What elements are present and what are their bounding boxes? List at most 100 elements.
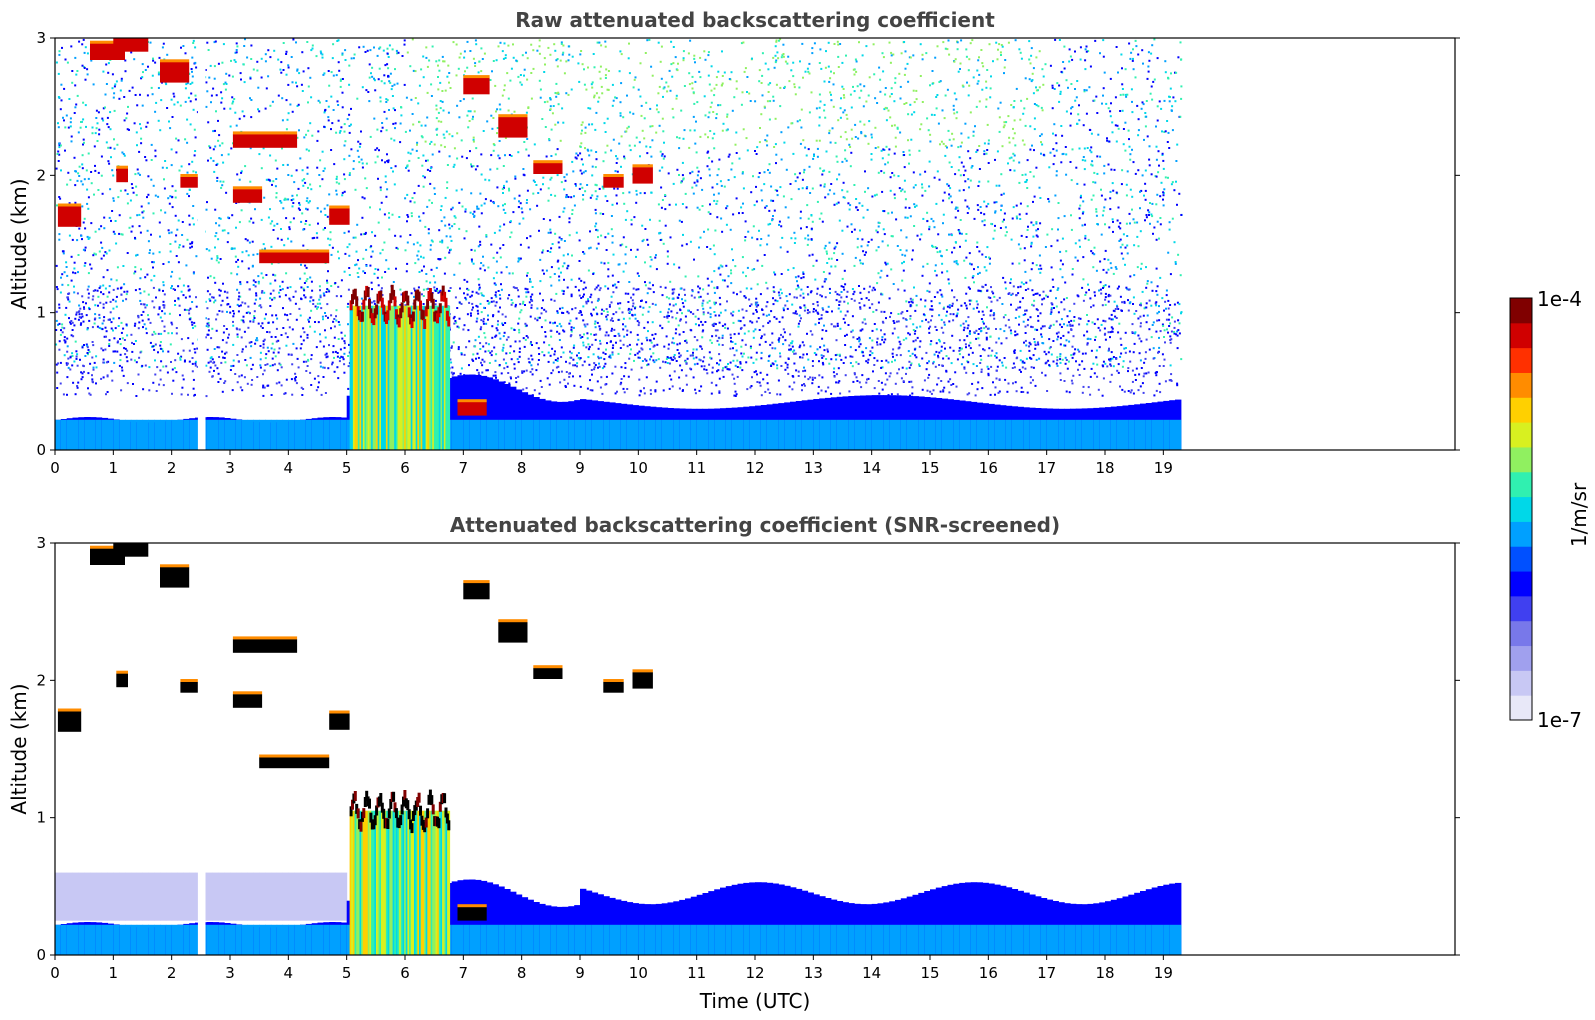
noise-speckle [787, 216, 790, 219]
noise-speckle [179, 356, 182, 359]
noise-speckle [600, 85, 603, 88]
noise-speckle [157, 87, 160, 89]
noise-speckle [823, 344, 826, 347]
noise-speckle [1119, 110, 1122, 112]
noise-speckle [561, 107, 564, 110]
noise-speckle [971, 276, 974, 279]
noise-speckle [425, 159, 427, 162]
noise-speckle [429, 182, 432, 185]
noise-speckle [1012, 152, 1015, 155]
noise-speckle [1026, 229, 1029, 231]
noise-speckle [240, 170, 243, 173]
noise-speckle [715, 202, 718, 205]
noise-speckle [399, 141, 402, 144]
noise-speckle [664, 208, 667, 211]
noise-speckle [126, 193, 129, 195]
noise-speckle [790, 198, 793, 201]
noise-speckle [207, 276, 209, 279]
noise-speckle [519, 257, 522, 260]
noise-speckle [1150, 52, 1153, 55]
noise-speckle [675, 97, 678, 100]
noise-speckle [409, 129, 411, 132]
noise-speckle [909, 355, 912, 357]
noise-speckle [1165, 307, 1167, 310]
noise-speckle [587, 269, 590, 272]
noise-speckle [498, 294, 501, 296]
noise-speckle [650, 65, 653, 68]
noise-speckle [595, 198, 598, 201]
noise-speckle [693, 181, 696, 184]
noise-speckle [1121, 243, 1124, 246]
noise-speckle [825, 150, 828, 153]
noise-speckle [220, 154, 223, 157]
noise-speckle [162, 284, 165, 287]
noise-speckle [1168, 228, 1171, 231]
noise-speckle [737, 332, 740, 335]
noise-speckle [285, 217, 288, 220]
noise-speckle [905, 300, 908, 303]
noise-speckle [100, 241, 103, 244]
noise-speckle [976, 149, 979, 152]
noise-speckle [983, 200, 986, 203]
noise-speckle [205, 325, 208, 328]
noise-speckle [300, 83, 303, 86]
noise-speckle [1148, 214, 1150, 216]
noise-speckle [574, 183, 577, 185]
noise-speckle [701, 205, 704, 207]
noise-speckle [657, 41, 660, 44]
noise-speckle [880, 149, 883, 152]
noise-speckle [1051, 107, 1054, 110]
noise-speckle [423, 176, 426, 179]
noise-speckle [336, 40, 339, 42]
noise-speckle [1079, 196, 1082, 199]
noise-speckle [1155, 304, 1158, 307]
noise-speckle [60, 83, 63, 86]
noise-speckle [335, 193, 338, 196]
noise-speckle [412, 243, 415, 246]
noise-speckle [967, 136, 970, 139]
noise-speckle [292, 38, 295, 41]
noise-speckle [503, 331, 506, 334]
noise-speckle [824, 66, 827, 69]
noise-speckle [465, 230, 468, 233]
noise-speckle [694, 61, 696, 64]
noise-speckle [129, 216, 132, 219]
noise-speckle [1085, 45, 1088, 48]
noise-speckle [864, 170, 866, 173]
noise-speckle [1160, 181, 1163, 184]
noise-speckle [77, 254, 80, 256]
noise-speckle [691, 75, 694, 78]
noise-speckle [677, 62, 679, 65]
noise-speckle [306, 166, 309, 169]
noise-speckle [784, 60, 787, 63]
noise-speckle [233, 98, 236, 100]
noise-speckle [1020, 99, 1023, 102]
noise-speckle [598, 187, 601, 190]
noise-speckle [297, 207, 300, 210]
noise-speckle [753, 204, 756, 207]
noise-speckle [472, 213, 475, 216]
noise-speckle [663, 345, 666, 348]
noise-speckle [652, 284, 654, 287]
noise-speckle [374, 148, 377, 151]
noise-speckle [438, 150, 441, 153]
noise-speckle [319, 365, 322, 368]
noise-speckle [418, 121, 421, 124]
noise-speckle [311, 47, 314, 50]
noise-speckle [887, 361, 890, 364]
noise-speckle [597, 284, 600, 287]
noise-speckle [842, 181, 845, 184]
noise-speckle [735, 131, 738, 134]
noise-speckle [81, 43, 84, 46]
noise-speckle [591, 123, 594, 126]
noise-speckle [235, 42, 238, 45]
noise-speckle [1144, 182, 1147, 185]
noise-speckle [607, 268, 610, 271]
noise-speckle [1087, 50, 1090, 53]
noise-speckle [948, 304, 951, 307]
noise-speckle [1180, 312, 1182, 315]
noise-speckle [673, 263, 676, 266]
noise-speckle [526, 274, 528, 277]
noise-speckle [552, 361, 555, 364]
noise-speckle [774, 117, 777, 120]
